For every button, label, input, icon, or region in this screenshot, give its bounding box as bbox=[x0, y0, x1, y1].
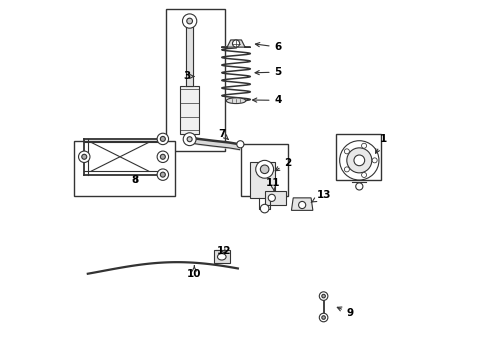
Circle shape bbox=[182, 14, 197, 28]
Circle shape bbox=[187, 18, 193, 24]
Circle shape bbox=[237, 141, 244, 148]
Text: 1: 1 bbox=[375, 134, 387, 153]
Circle shape bbox=[344, 167, 349, 172]
Circle shape bbox=[78, 151, 90, 162]
Circle shape bbox=[372, 158, 377, 163]
Ellipse shape bbox=[226, 98, 246, 104]
Polygon shape bbox=[186, 21, 193, 86]
Circle shape bbox=[354, 155, 365, 166]
Circle shape bbox=[183, 133, 196, 146]
Text: 6: 6 bbox=[255, 42, 282, 52]
Text: 5: 5 bbox=[255, 67, 282, 77]
Circle shape bbox=[157, 133, 169, 145]
Bar bbox=[336, 134, 381, 180]
Circle shape bbox=[160, 172, 165, 177]
Text: 4: 4 bbox=[252, 95, 282, 105]
Text: 8: 8 bbox=[132, 175, 139, 185]
Circle shape bbox=[260, 165, 269, 174]
Circle shape bbox=[319, 292, 328, 300]
Circle shape bbox=[340, 141, 379, 180]
Circle shape bbox=[256, 160, 273, 178]
Circle shape bbox=[157, 169, 169, 180]
Bar bbox=[265, 191, 286, 205]
Circle shape bbox=[347, 148, 372, 173]
Text: 9: 9 bbox=[337, 307, 354, 318]
Circle shape bbox=[362, 172, 367, 177]
Circle shape bbox=[356, 183, 363, 190]
Text: 10: 10 bbox=[187, 266, 201, 279]
Ellipse shape bbox=[218, 253, 226, 260]
Circle shape bbox=[260, 204, 269, 213]
Polygon shape bbox=[222, 40, 250, 47]
Circle shape bbox=[298, 202, 306, 208]
Bar bbox=[214, 250, 230, 263]
Circle shape bbox=[344, 149, 349, 154]
Circle shape bbox=[160, 154, 165, 159]
Circle shape bbox=[160, 136, 165, 141]
Circle shape bbox=[82, 154, 87, 159]
Circle shape bbox=[157, 151, 169, 162]
Circle shape bbox=[362, 143, 367, 148]
Text: 12: 12 bbox=[216, 246, 231, 256]
Text: 7: 7 bbox=[218, 129, 228, 139]
Bar bbox=[250, 162, 275, 198]
Text: 2: 2 bbox=[275, 158, 292, 171]
Bar bbox=[167, 9, 225, 152]
Circle shape bbox=[187, 137, 192, 142]
Text: 13: 13 bbox=[311, 190, 331, 202]
Text: 11: 11 bbox=[266, 177, 280, 190]
Circle shape bbox=[232, 40, 240, 47]
Circle shape bbox=[322, 294, 325, 298]
Circle shape bbox=[268, 194, 275, 202]
Circle shape bbox=[319, 313, 328, 322]
Bar bbox=[242, 144, 288, 196]
Bar bbox=[180, 86, 199, 134]
Text: 3: 3 bbox=[184, 71, 194, 81]
Circle shape bbox=[322, 316, 325, 319]
Bar bbox=[74, 141, 175, 196]
Polygon shape bbox=[292, 198, 313, 210]
